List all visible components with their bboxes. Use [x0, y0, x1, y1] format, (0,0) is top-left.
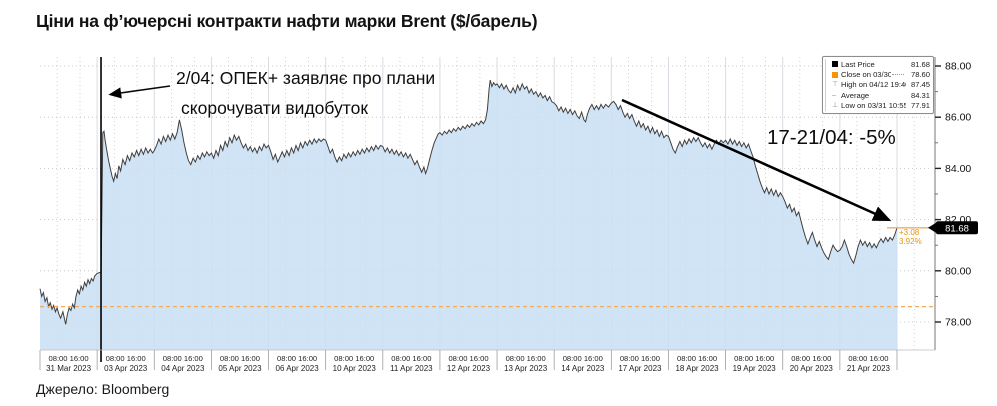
legend-label: Average	[841, 90, 870, 100]
x-axis-date-label: 04 Apr 2023	[161, 364, 205, 373]
legend-value: 81.68	[910, 59, 930, 69]
opec-event-annotation-line2: скорочувати видобуток	[181, 98, 368, 118]
low-marker-icon: ⊥	[832, 102, 839, 110]
high-marker-icon: ⊤	[832, 81, 839, 89]
legend-row-low: ⊥ Low on 03/31 10:55 77.91	[825, 100, 930, 111]
average-marker-icon: –	[832, 91, 836, 99]
x-axis-date-label: 12 Apr 2023	[447, 364, 491, 373]
legend-tree-icon	[825, 79, 831, 91]
x-axis-time-label: 08:00 16:00	[106, 354, 146, 363]
x-axis-date-label: 13 Apr 2023	[504, 364, 548, 373]
x-axis-time-label: 08:00 16:00	[277, 354, 317, 363]
x-axis-time-label: 08:00 16:00	[49, 354, 89, 363]
legend-tree-icon	[825, 100, 831, 111]
legend-row-high: ⊤ High on 04/12 19:40 87.45	[825, 79, 930, 91]
price-change-percent: 3.92%	[899, 237, 922, 246]
y-axis-label: 88.00	[945, 61, 971, 73]
legend-value: 84.31	[910, 90, 930, 100]
y-axis-label: 78.00	[945, 317, 971, 329]
x-axis-date-label: 10 Apr 2023	[333, 364, 377, 373]
legend-row-last-price: Last Price 81.68	[825, 59, 930, 70]
price-change-absolute: +3.08	[899, 228, 920, 237]
x-axis-time-label: 08:00 16:00	[448, 354, 488, 363]
last-price-badge-value: 81.68	[945, 223, 969, 234]
x-axis-date-label: 06 Apr 2023	[276, 364, 320, 373]
x-axis-time-label: 08:00 16:00	[163, 354, 203, 363]
legend-tree-icon	[825, 69, 831, 80]
x-axis-date-label: 21 Apr 2023	[847, 364, 891, 373]
x-axis-time-label: 08:00 16:00	[391, 354, 431, 363]
x-axis-time-label: 08:00 16:00	[734, 354, 774, 363]
legend-row-close: Close on 03/30 78.60	[825, 69, 930, 80]
x-axis-date-label: 20 Apr 2023	[790, 364, 834, 373]
x-axis-date-label: 17 Apr 2023	[618, 364, 662, 373]
legend-value: 77.91	[910, 101, 930, 111]
opec-event-annotation-line1: 2/04: ОПЕК+ заявляє про плани	[176, 68, 436, 88]
price-line	[39, 79, 898, 325]
legend-label: Close on 03/30	[841, 70, 891, 80]
x-axis-date-label: 18 Apr 2023	[675, 364, 719, 373]
close-marker-icon	[832, 71, 841, 78]
x-axis-date-label: 31 Mar 2023	[46, 364, 91, 373]
x-axis-date-label: 14 Apr 2023	[561, 364, 605, 373]
last-price-badge-pointer	[928, 222, 936, 233]
page-title: Ціни на ф’ючерсні контракти нафти марки …	[36, 11, 538, 31]
x-axis-time-label: 08:00 16:00	[677, 354, 717, 363]
x-axis-time-label: 08:00 16:00	[563, 354, 603, 363]
x-axis-date-label: 19 Apr 2023	[733, 364, 777, 373]
legend-tree-icon	[825, 59, 831, 70]
close-dash-sample-icon	[892, 74, 904, 76]
x-axis-time-label: 08:00 16:00	[620, 354, 660, 363]
x-axis-date-label: 05 Apr 2023	[218, 364, 262, 373]
x-axis-time-label: 08:00 16:00	[220, 354, 260, 363]
last-price-marker-icon	[832, 61, 841, 68]
x-axis-time-label: 08:00 16:00	[334, 354, 374, 363]
x-axis-time-label: 08:00 16:00	[506, 354, 546, 363]
last-price-badge	[936, 221, 978, 235]
price-area-fill	[40, 80, 897, 350]
legend-row-average: – Average 84.31	[825, 90, 930, 101]
x-axis-date-label: 03 Apr 2023	[104, 364, 148, 373]
legend-label: Last Price	[841, 59, 875, 69]
x-axis-time-label: 08:00 16:00	[848, 354, 888, 363]
chart-legend: Last Price 81.68 Close on 03/30 78.60 ⊤ …	[822, 56, 934, 114]
legend-label: High on 04/12 19:40	[841, 80, 906, 90]
y-axis-label: 80.00	[945, 265, 971, 277]
y-axis-label: 86.00	[945, 112, 971, 124]
x-axis-date-label: 11 Apr 2023	[390, 364, 433, 373]
x-axis-time-label: 08:00 16:00	[791, 354, 831, 363]
price-drop-annotation: 17-21/04: -5%	[767, 126, 896, 149]
legend-label: Low on 03/31 10:55	[841, 101, 906, 111]
legend-value: 78.60	[910, 70, 930, 80]
drop-annotation-arrow	[621, 98, 892, 222]
source-attribution: Джерело: Bloomberg	[36, 381, 170, 397]
legend-value: 87.45	[910, 80, 930, 90]
y-axis-label: 84.00	[945, 163, 971, 175]
opec-event-annotation: 2/04: ОПЕК+ заявляє про плани скорочуват…	[176, 63, 435, 123]
opec-annotation-arrow	[108, 85, 171, 99]
legend-tree-icon	[825, 90, 831, 101]
